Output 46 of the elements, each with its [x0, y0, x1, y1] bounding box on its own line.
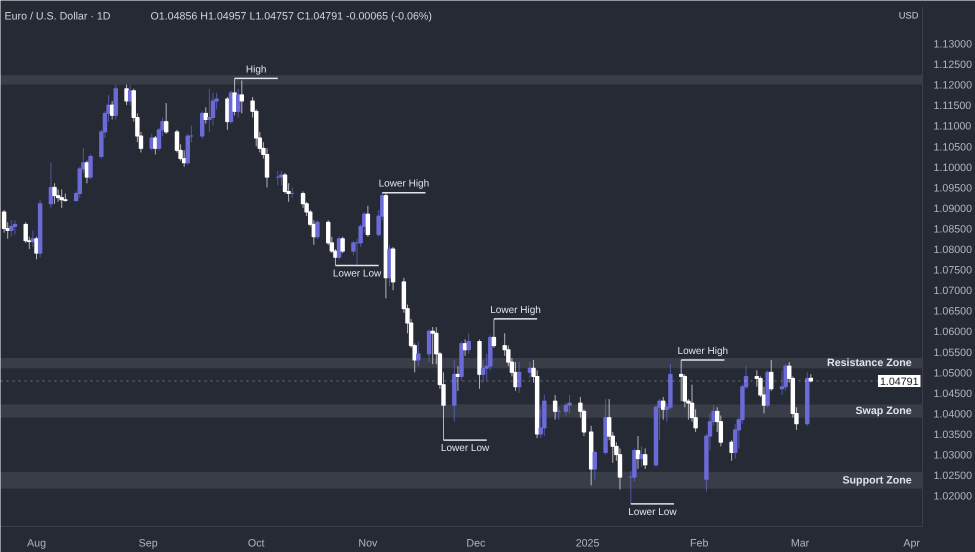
y-tick-label: 1.03500: [934, 429, 972, 442]
y-tick-label: 1.11000: [934, 120, 972, 133]
annotation: Lower Low: [332, 268, 382, 280]
annotation: USD: [898, 10, 919, 20]
chart-subtitle: O1.04856 H1.04957 L1.04757 C1.04791 -0.00065 (-0.06%): [150, 10, 432, 22]
x-tick-label: Feb: [690, 538, 708, 550]
y-tick-label: 1.11500: [934, 100, 972, 112]
x-tick-label: Aug: [27, 538, 46, 550]
y-tick-label: 1.07000: [934, 285, 972, 298]
y-tick-label: 1.06500: [934, 306, 972, 318]
band-label: Support Zone: [842, 474, 912, 486]
x-tick-label: Sep: [138, 538, 158, 550]
x-tick-label: Oct: [248, 538, 265, 550]
y-tick-label: 1.09500: [934, 182, 972, 194]
annotation: High: [246, 64, 267, 76]
y-tick-label: 1.05000: [934, 367, 972, 380]
y-tick-label: 1.09000: [934, 202, 972, 215]
chart-title: Euro / U.S. Dollar · 1D: [4, 10, 111, 22]
annotation: Lower High: [378, 178, 430, 190]
y-tick-label: 1.06000: [934, 326, 972, 338]
annotation: Lower High: [490, 304, 541, 316]
x-tick-label: Dec: [466, 538, 486, 550]
y-tick-label: 1.10500: [934, 141, 972, 154]
y-tick-label: 1.10000: [934, 162, 972, 174]
y-tick-label: 1.04000: [934, 408, 972, 420]
y-tick-label: 1.13000: [934, 38, 972, 50]
annotation: Lower Low: [628, 506, 678, 518]
y-tick-label: 1.12000: [934, 80, 972, 92]
y-tick-label: 1.05500: [934, 346, 972, 359]
y-tick-label: 1.08500: [934, 223, 972, 236]
annotation: Lower High: [678, 346, 728, 358]
y-tick-label: 1.02000: [934, 490, 972, 503]
x-tick-label: 2025: [576, 538, 600, 550]
y-tick-label: 1.04500: [934, 388, 972, 400]
band-label: Swap Zone: [855, 404, 912, 417]
x-tick-label: Mar: [790, 538, 810, 550]
annotation: Lower Low: [440, 443, 490, 454]
ref-line-label: 1.04791: [880, 376, 919, 388]
band-label: Resistance Zone: [827, 357, 912, 370]
x-tick-label: Apr: [903, 538, 920, 550]
y-tick-label: 1.03000: [934, 450, 972, 462]
x-tick-label: Nov: [358, 538, 378, 550]
y-tick-label: 1.12500: [934, 59, 972, 72]
y-tick-label: 1.07500: [934, 264, 972, 277]
y-tick-label: 1.02500: [934, 470, 972, 482]
y-tick-label: 1.08000: [934, 244, 972, 256]
